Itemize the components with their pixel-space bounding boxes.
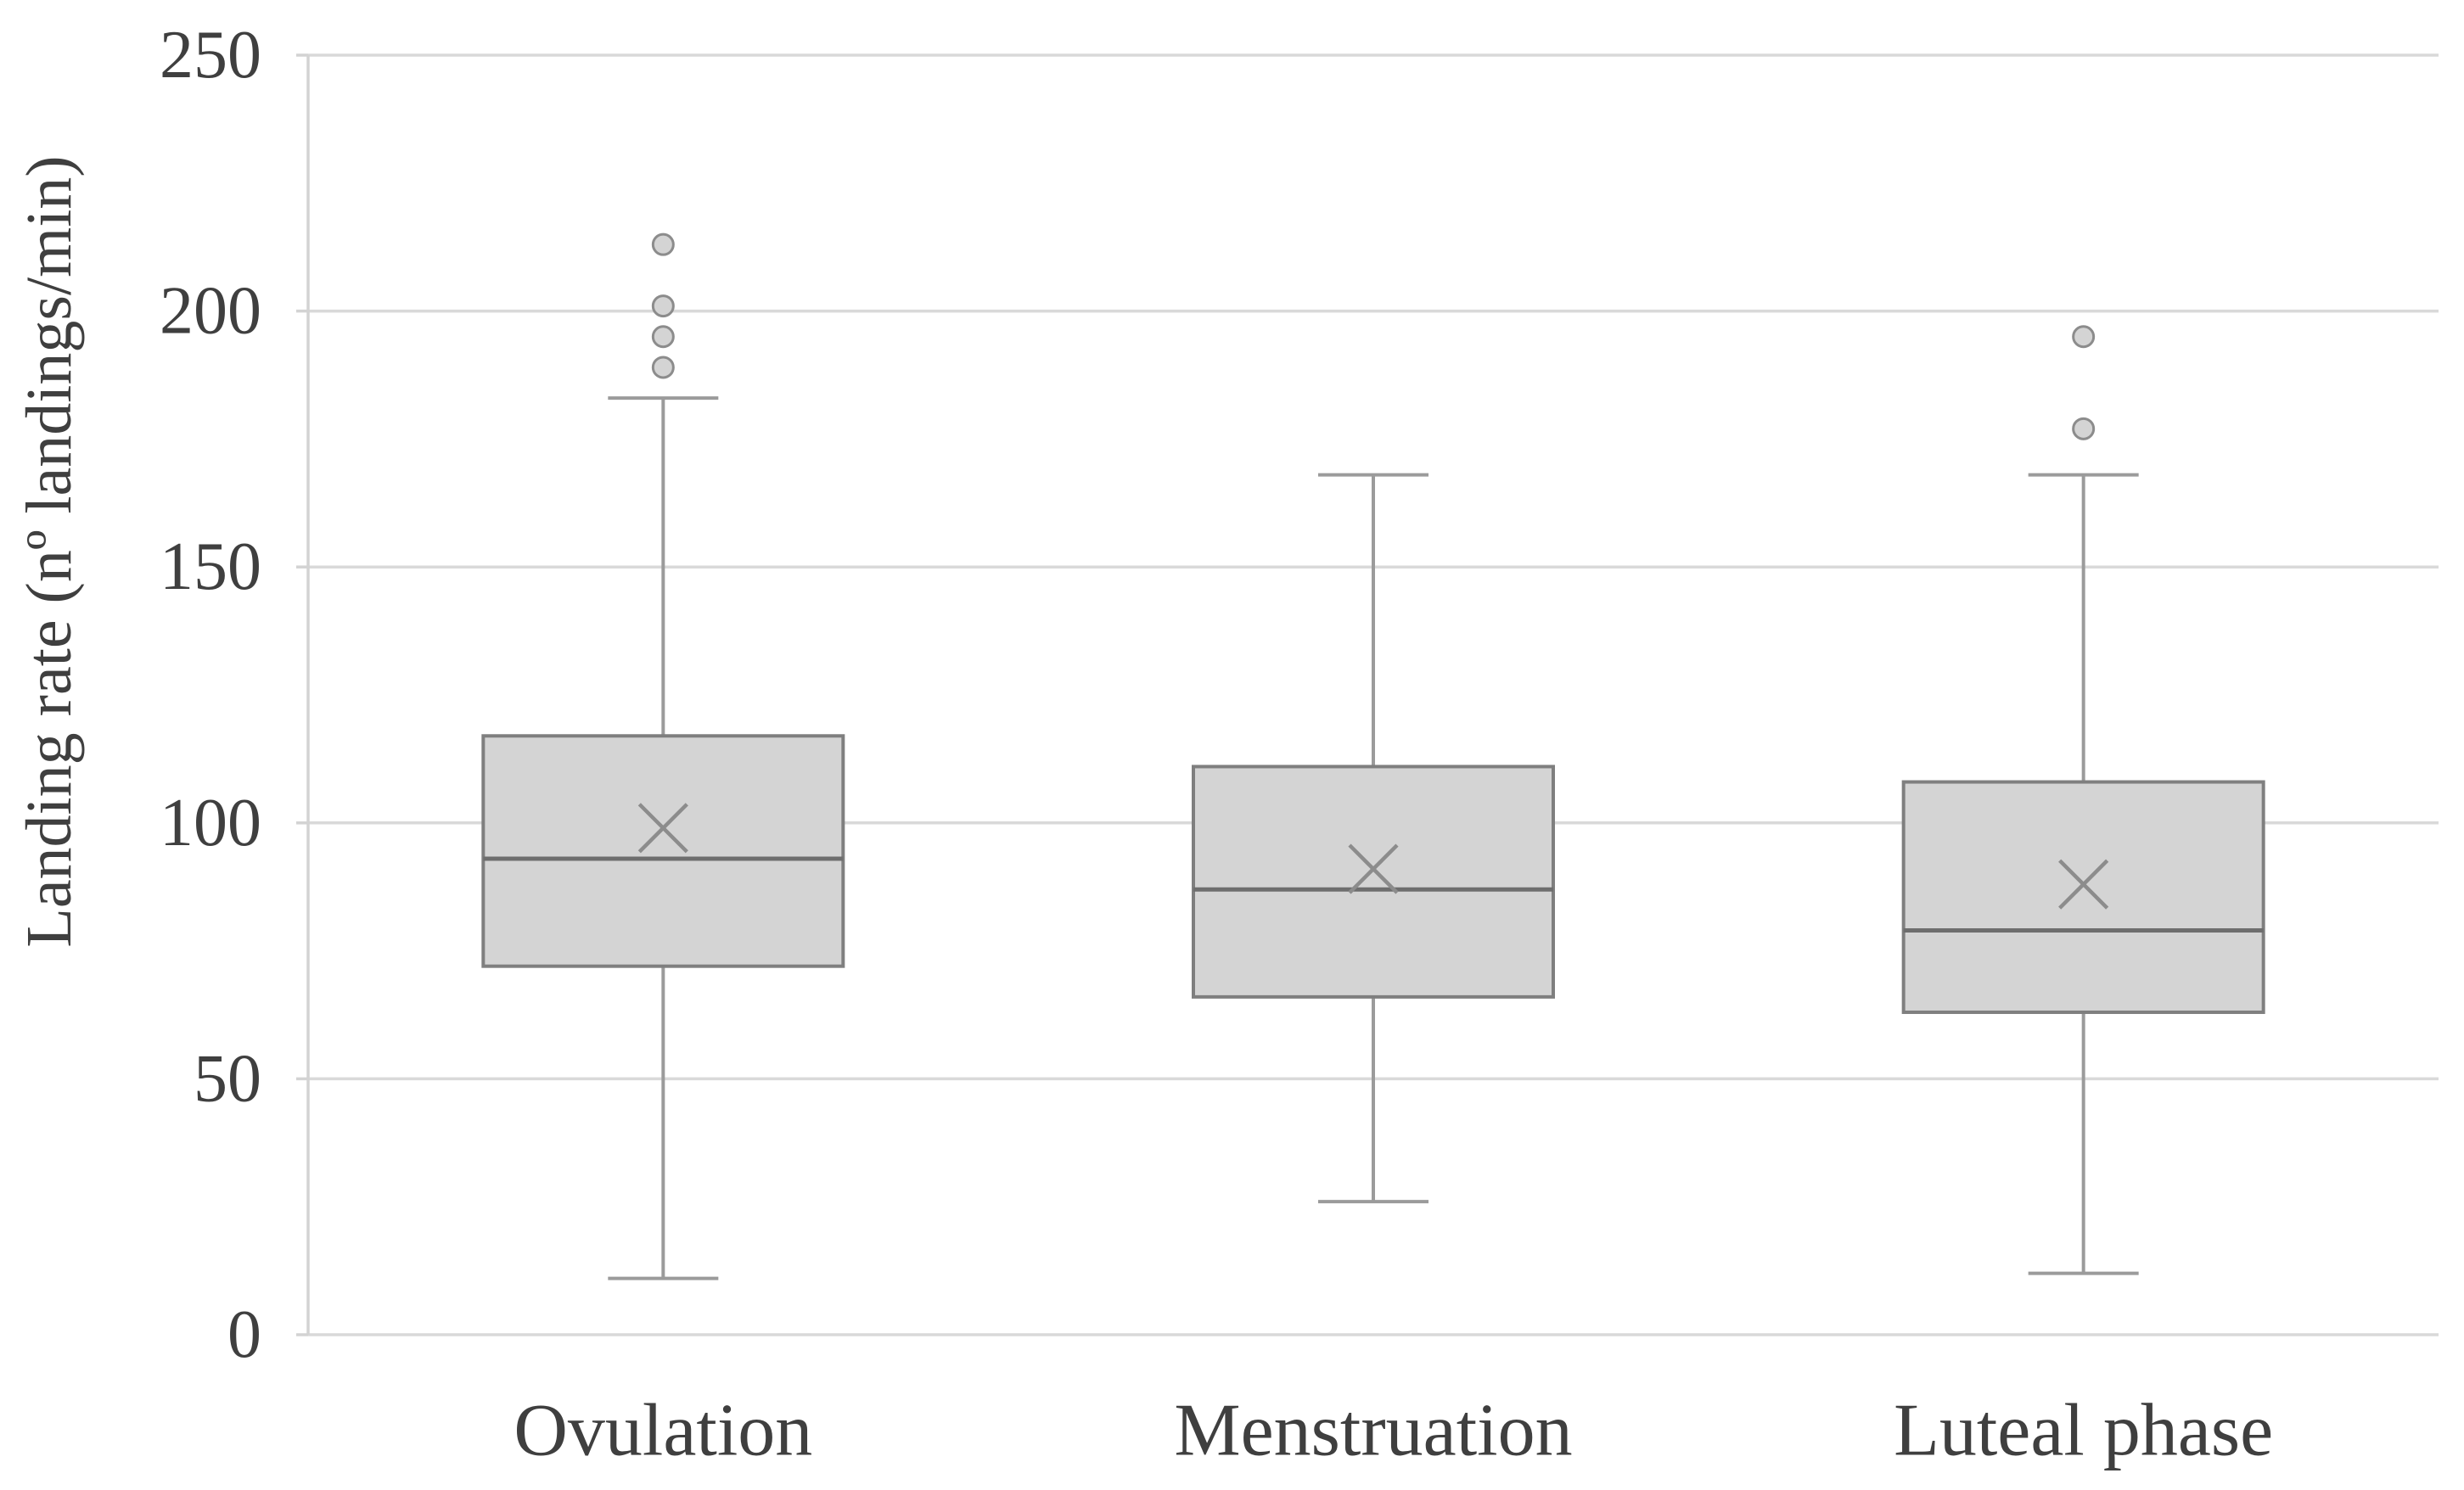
outlier-point bbox=[651, 294, 675, 318]
mean-marker bbox=[1348, 843, 1399, 894]
outlier-point bbox=[651, 232, 675, 256]
mean-marker bbox=[2058, 859, 2109, 910]
y-tick-label: 200 bbox=[160, 274, 261, 349]
box-whisker-group bbox=[481, 232, 845, 1280]
y-tick-label: 150 bbox=[160, 529, 261, 604]
outlier-point bbox=[651, 356, 675, 379]
mean-marker bbox=[637, 803, 688, 854]
outlier-point bbox=[2072, 325, 2096, 349]
box-whisker-group bbox=[1901, 325, 2265, 1275]
y-axis-title: Landing rate (nº landings/min) bbox=[14, 155, 85, 947]
y-tick-label: 100 bbox=[160, 786, 261, 860]
x-category-label: Ovulation bbox=[514, 1390, 812, 1472]
box-whisker-group bbox=[1192, 473, 1555, 1204]
y-tick-label: 250 bbox=[160, 18, 261, 92]
x-category-label: Menstruation bbox=[1174, 1390, 1572, 1472]
iqr-box bbox=[1192, 765, 1555, 999]
outlier-point bbox=[2072, 417, 2096, 440]
outlier-point bbox=[651, 325, 675, 349]
x-category-label: Luteal phase bbox=[1894, 1390, 2273, 1472]
iqr-box bbox=[1901, 780, 2265, 1014]
y-tick-label: 0 bbox=[227, 1297, 261, 1372]
iqr-box bbox=[481, 734, 845, 968]
y-tick-label: 50 bbox=[194, 1041, 261, 1116]
